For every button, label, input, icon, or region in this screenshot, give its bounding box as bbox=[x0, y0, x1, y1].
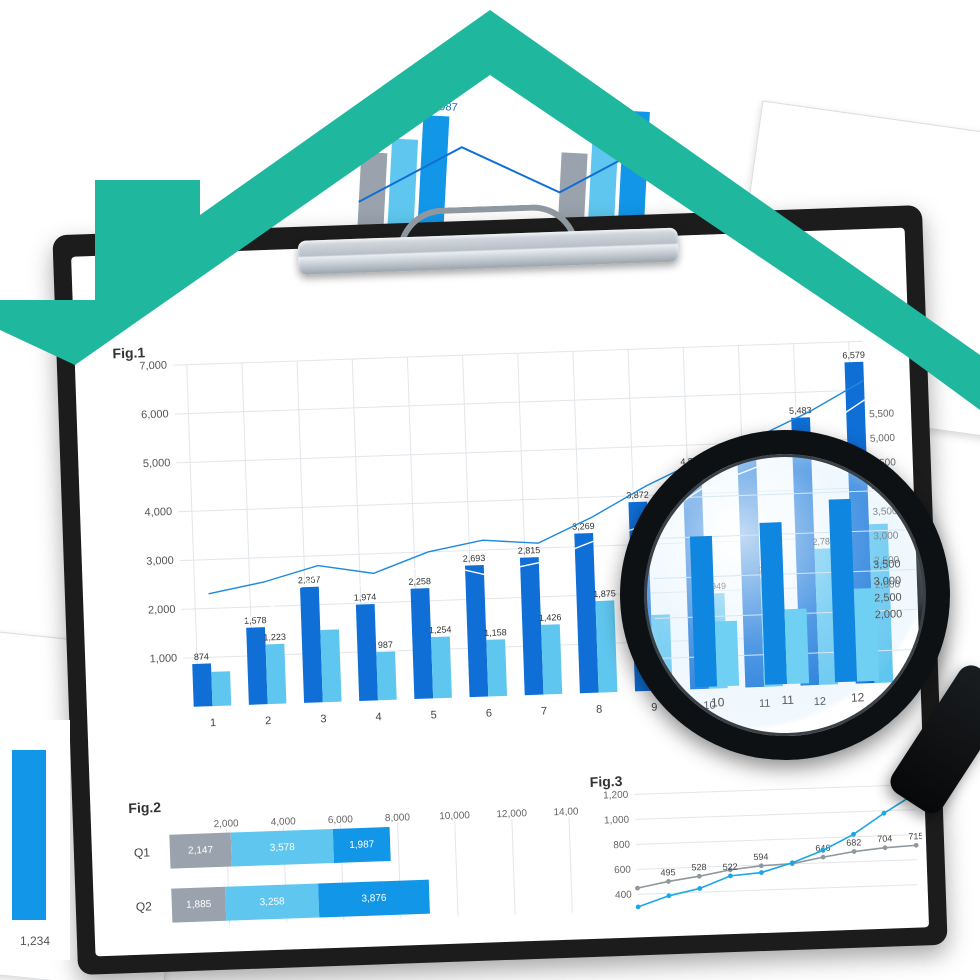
svg-text:3,578: 3,578 bbox=[270, 842, 296, 854]
svg-text:528: 528 bbox=[691, 862, 706, 873]
fig2-chart: Fig.2 2,0004,0006,0008,00010,00012,00014… bbox=[128, 784, 584, 970]
svg-text:7,000: 7,000 bbox=[139, 359, 167, 372]
fig3-plot: 4006008001,0001,200495528594646682704715… bbox=[590, 778, 926, 959]
svg-text:5,000: 5,000 bbox=[143, 457, 171, 470]
svg-text:6,000: 6,000 bbox=[141, 408, 169, 421]
svg-text:4,000: 4,000 bbox=[144, 506, 172, 519]
svg-text:1,158: 1,158 bbox=[484, 627, 507, 638]
svg-text:2: 2 bbox=[265, 715, 272, 727]
svg-text:1,987: 1,987 bbox=[349, 839, 375, 851]
fig3-chart: Fig.3 4006008001,0001,200495528594646682… bbox=[589, 762, 925, 963]
svg-text:3,000: 3,000 bbox=[146, 555, 174, 568]
svg-text:Q2: Q2 bbox=[136, 899, 153, 914]
svg-text:600: 600 bbox=[614, 865, 631, 877]
svg-text:10,000: 10,000 bbox=[439, 810, 470, 822]
svg-text:1,000: 1,000 bbox=[149, 652, 177, 665]
svg-text:682: 682 bbox=[846, 837, 861, 848]
svg-text:704: 704 bbox=[877, 833, 892, 844]
svg-text:1,875: 1,875 bbox=[593, 588, 616, 599]
svg-text:4: 4 bbox=[375, 711, 382, 723]
edge-left-chart: 1,234 bbox=[0, 720, 70, 960]
svg-text:2,000: 2,000 bbox=[213, 818, 239, 830]
edge-left-bar bbox=[12, 750, 46, 920]
svg-text:14,000: 14,000 bbox=[553, 806, 583, 818]
svg-text:6: 6 bbox=[486, 707, 493, 719]
svg-text:12,000: 12,000 bbox=[496, 808, 527, 820]
magnifying-glass: 1011122,0002,5003,0003,500 bbox=[614, 424, 955, 765]
svg-text:8,000: 8,000 bbox=[385, 812, 411, 824]
svg-text:400: 400 bbox=[615, 890, 632, 902]
svg-text:987: 987 bbox=[378, 640, 393, 651]
svg-text:1,200: 1,200 bbox=[603, 790, 629, 802]
edge-left-value: 1,234 bbox=[0, 934, 70, 948]
svg-text:Q1: Q1 bbox=[134, 845, 151, 860]
svg-text:8: 8 bbox=[596, 704, 603, 716]
fig2-plot: 2,000 4,000 6,000 8,000 10,000 12,000 14,000 Q1… bbox=[129, 800, 584, 966]
stage: Q2 Q3 4,987 Fig.1 1,0002,0003,0004,0005,… bbox=[0, 0, 980, 980]
svg-text:1,974: 1,974 bbox=[354, 592, 377, 603]
svg-text:495: 495 bbox=[660, 867, 675, 878]
svg-text:3,258: 3,258 bbox=[259, 896, 285, 908]
svg-text:1,254: 1,254 bbox=[429, 624, 452, 635]
svg-text:1,426: 1,426 bbox=[539, 612, 562, 623]
svg-text:3: 3 bbox=[320, 713, 327, 725]
svg-text:2,693: 2,693 bbox=[463, 553, 486, 564]
svg-text:7: 7 bbox=[541, 705, 548, 717]
svg-text:1,223: 1,223 bbox=[263, 632, 286, 643]
svg-text:1: 1 bbox=[210, 717, 217, 729]
svg-text:1,000: 1,000 bbox=[604, 815, 630, 827]
svg-text:4,000: 4,000 bbox=[271, 816, 297, 828]
svg-text:6,000: 6,000 bbox=[328, 814, 354, 826]
top-partial-value: 4,987 bbox=[430, 100, 458, 113]
svg-text:5,500: 5,500 bbox=[869, 408, 895, 420]
svg-text:5: 5 bbox=[430, 709, 437, 721]
svg-text:2,147: 2,147 bbox=[188, 845, 214, 857]
svg-text:715: 715 bbox=[908, 831, 923, 842]
svg-text:2,000: 2,000 bbox=[148, 604, 176, 617]
clipboard-clip bbox=[297, 200, 679, 285]
svg-text:2,815: 2,815 bbox=[518, 545, 541, 556]
magnifier-ring bbox=[614, 424, 955, 765]
svg-text:594: 594 bbox=[753, 852, 768, 863]
svg-text:1,885: 1,885 bbox=[186, 899, 212, 911]
svg-text:522: 522 bbox=[722, 862, 737, 873]
svg-text:874: 874 bbox=[194, 652, 209, 663]
svg-text:3,876: 3,876 bbox=[361, 893, 387, 905]
svg-text:2,258: 2,258 bbox=[408, 576, 431, 587]
svg-text:800: 800 bbox=[613, 840, 630, 852]
svg-text:3,269: 3,269 bbox=[572, 521, 595, 532]
svg-text:5,483: 5,483 bbox=[789, 405, 812, 416]
svg-text:6,579: 6,579 bbox=[842, 350, 865, 361]
